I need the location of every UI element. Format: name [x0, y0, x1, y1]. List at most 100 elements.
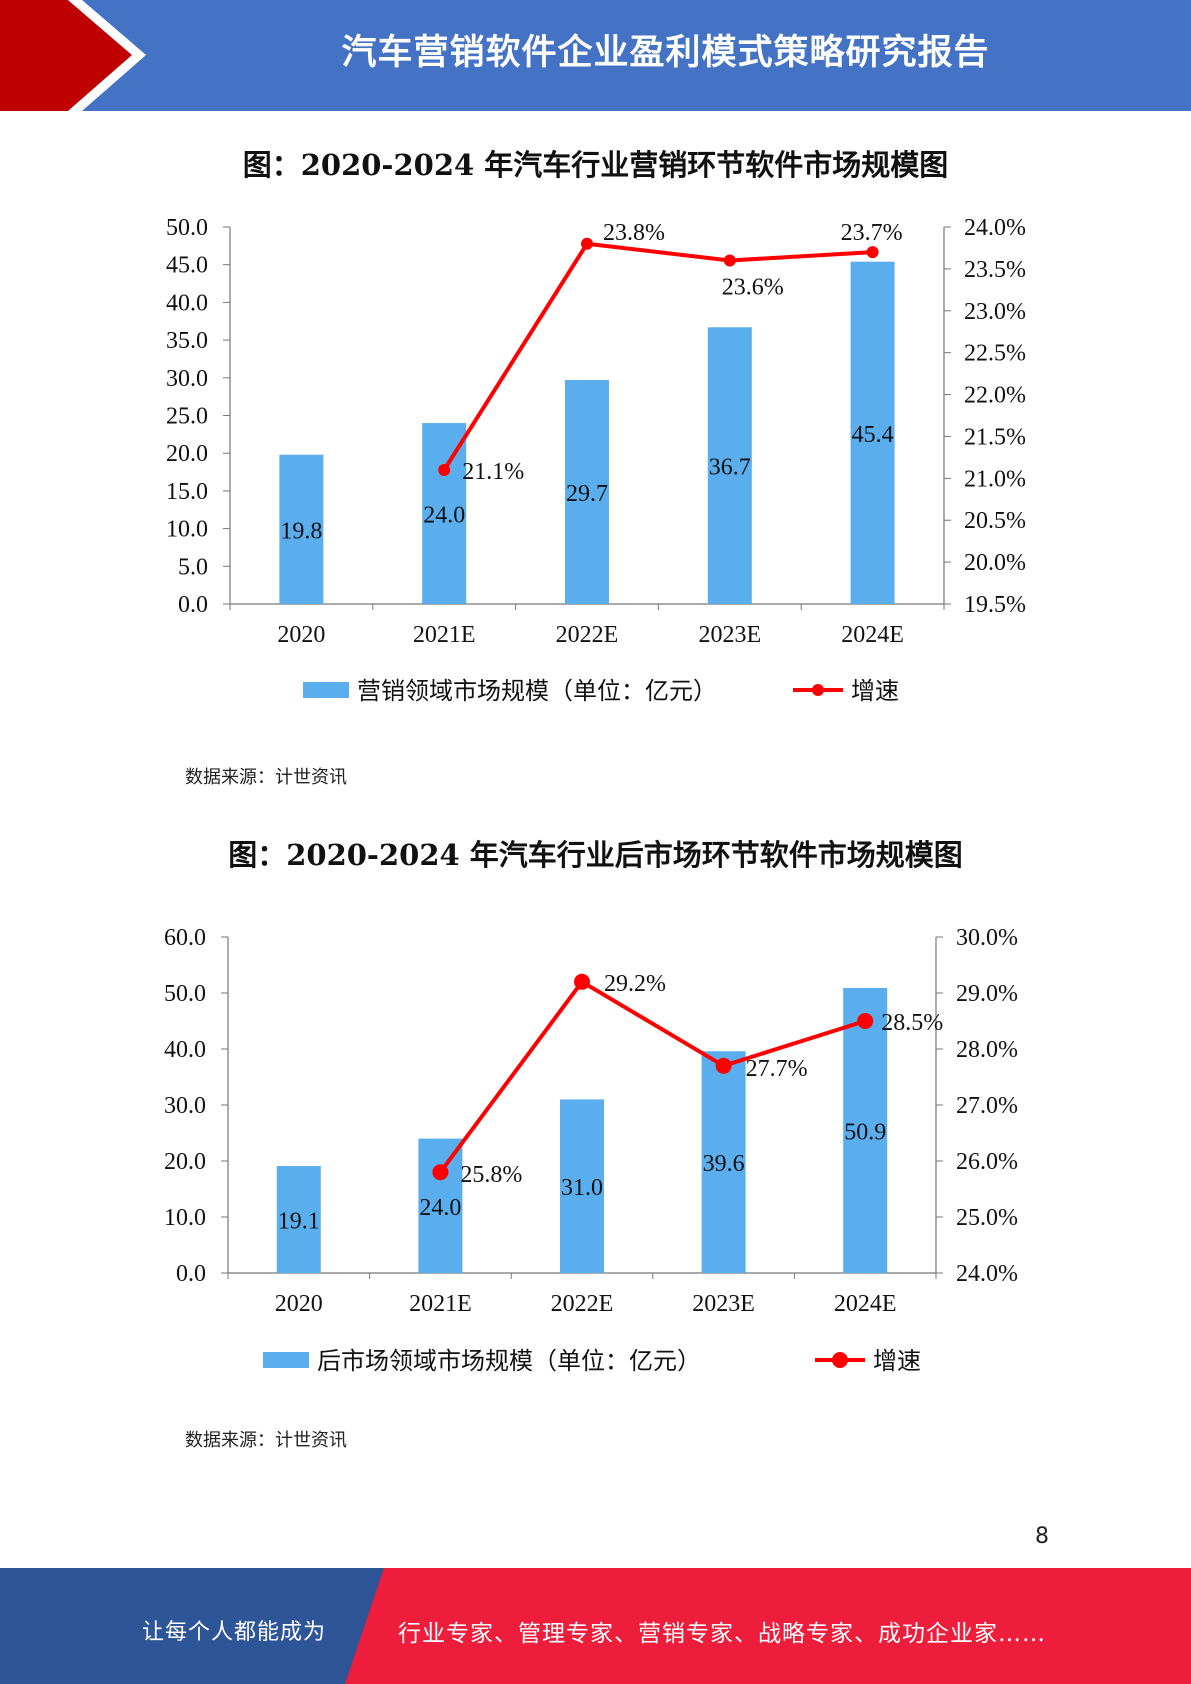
y2-tick-label: 25.0% [956, 1205, 1018, 1231]
growth-data-label: 21.1% [462, 459, 524, 485]
chart1-title: 图：2020-2024 年汽车行业营销环节软件市场规模图 [242, 148, 949, 182]
growth-point [438, 463, 451, 476]
growth-data-label: 25.8% [460, 1162, 522, 1188]
y2-tick-label: 24.0% [956, 1261, 1018, 1287]
y-tick-label: 30.0 [164, 1093, 206, 1119]
bar-data-label: 24.0 [423, 503, 465, 529]
x-tick-label: 2023E [692, 1291, 755, 1317]
growth-point [432, 1164, 449, 1181]
x-tick-label: 2023E [698, 622, 761, 648]
y2-tick-label: 28.0% [956, 1037, 1018, 1063]
growth-data-label: 27.7% [746, 1056, 808, 1082]
legend-bar-swatch [303, 682, 349, 698]
header-arrow-icon [0, 0, 146, 111]
chart2-plot: 0.0 10.0 20.0 30.0 40.0 50.0 60.0 24.0% 25.0% 26.… [164, 925, 1018, 1375]
growth-point [715, 1057, 732, 1074]
y2-tick-label: 20.0% [964, 550, 1026, 576]
bar-data-label: 19.1 [278, 1209, 320, 1235]
chart1-source: 数据来源：计世资讯 [185, 767, 347, 788]
legend-line-label: 增速 [873, 1348, 921, 1375]
bar-data-label: 31.0 [561, 1175, 603, 1201]
chart2-title: 图：2020-2024 年汽车行业后市场环节软件市场规模图 [228, 838, 963, 872]
y-tick-label: 0.0 [178, 592, 208, 618]
y2-tick-label: 23.0% [964, 299, 1026, 325]
growth-line [442, 241, 873, 472]
bar [565, 380, 609, 604]
legend-bar-label: 后市场领域市场规模（单位：亿元） [317, 1348, 701, 1375]
bar [422, 423, 467, 604]
x-tick-label: 2022E [556, 622, 619, 648]
x-tick-label: 2021E [413, 622, 476, 648]
y-tick-label: 35.0 [166, 328, 208, 354]
y-tick-label: 10.0 [166, 517, 208, 543]
growth-data-label: 23.7% [841, 220, 903, 246]
growth-point [866, 246, 879, 259]
y2-tick-label: 30.0% [956, 925, 1018, 951]
bar [418, 1138, 463, 1273]
bar-data-label: 29.7 [566, 481, 608, 507]
y2-tick-label: 21.0% [964, 466, 1026, 492]
growth-data-label: 23.8% [603, 220, 665, 246]
x-tick-label: 2024E [834, 1291, 897, 1317]
growth-point [723, 254, 736, 267]
y-tick-label: 10.0 [164, 1205, 206, 1231]
bar [560, 1099, 604, 1273]
x-tick-label: 2020 [275, 1291, 323, 1317]
y2-tick-label: 29.0% [956, 981, 1018, 1007]
y-tick-label: 30.0 [166, 366, 208, 392]
bar [701, 1051, 746, 1273]
footer-slogan-right: 行业专家、管理专家、营销专家、战略专家、成功企业家…… [398, 1621, 1046, 1647]
x-tick-label: 2021E [409, 1291, 472, 1317]
growth-point [857, 1013, 874, 1029]
header-title: 汽车营销软件企业盈利模式策略研究报告 [341, 33, 990, 73]
x-tick-label: 2020 [277, 622, 325, 648]
y-tick-label: 0.0 [176, 1261, 206, 1287]
y-tick-label: 50.0 [164, 981, 206, 1007]
y2-tick-label: 20.5% [964, 508, 1026, 534]
y2-tick-label: 24.0% [964, 215, 1026, 241]
growth-data-label: 29.2% [604, 971, 666, 997]
legend-bar-label: 营销领域市场规模（单位：亿元） [357, 678, 717, 705]
y2-tick-label: 19.5% [964, 592, 1026, 618]
bar [276, 1166, 321, 1273]
y-tick-label: 15.0 [166, 479, 208, 505]
bar [279, 454, 324, 604]
y-tick-label: 5.0 [178, 554, 208, 580]
bar [843, 987, 888, 1273]
legend-line-label: 增速 [851, 678, 899, 705]
y2-tick-label: 22.5% [964, 341, 1026, 367]
growth-line [438, 979, 866, 1174]
growth-point [574, 973, 590, 990]
y2-tick-label: 26.0% [956, 1149, 1018, 1175]
bar-data-label: 45.4 [852, 422, 894, 448]
y2-tick-label: 22.0% [964, 383, 1026, 409]
y-tick-label: 40.0 [166, 290, 208, 316]
y-tick-label: 50.0 [166, 215, 208, 241]
x-tick-label: 2024E [841, 622, 904, 648]
chart2-source: 数据来源：计世资讯 [185, 1430, 347, 1451]
bar-data-label: 50.9 [844, 1119, 886, 1145]
y-tick-label: 45.0 [166, 253, 208, 279]
bar-data-label: 19.8 [280, 518, 322, 544]
growth-data-label: 28.5% [881, 1010, 943, 1036]
chart1-plot: 0.0 5.0 10.0 15.0 20.0 25.0 30.0 35.0 40.0 45.0 50… [166, 215, 1026, 705]
x-tick-label: 2022E [551, 1291, 614, 1317]
y-tick-label: 60.0 [164, 925, 206, 951]
y-tick-label: 40.0 [164, 1037, 206, 1063]
y-tick-label: 20.0 [164, 1149, 206, 1175]
bar [850, 261, 895, 604]
bar [707, 327, 752, 604]
growth-point [581, 237, 593, 250]
y2-tick-label: 27.0% [956, 1093, 1018, 1119]
footer-slogan-left: 让每个人都能成为 [142, 1620, 327, 1645]
bar-data-label: 39.6 [703, 1151, 745, 1177]
legend-bar-swatch [263, 1352, 309, 1368]
y2-tick-label: 21.5% [964, 424, 1026, 450]
y-tick-label: 20.0 [166, 441, 208, 467]
page-number: 8 [1035, 1524, 1049, 1549]
growth-data-label: 23.6% [722, 275, 784, 301]
footer-band [0, 1568, 1191, 1684]
page-header: 汽车营销软件企业盈利模式策略研究报告 [0, 0, 1191, 111]
legend-line-marker [832, 1352, 848, 1368]
bar-data-label: 24.0 [419, 1195, 461, 1221]
